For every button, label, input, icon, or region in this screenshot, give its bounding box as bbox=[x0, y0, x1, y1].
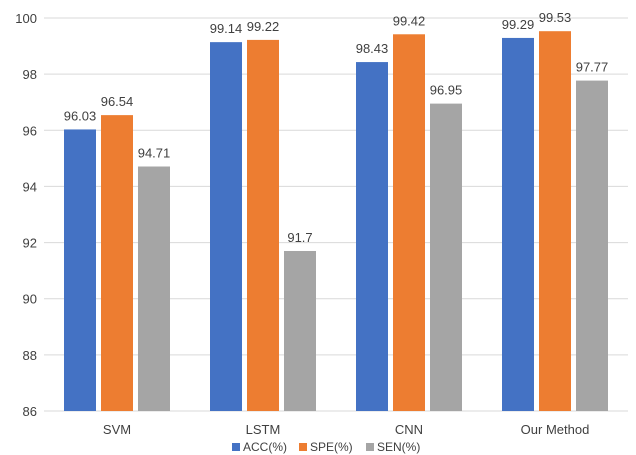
bar-acc bbox=[210, 42, 242, 412]
legend-swatch bbox=[366, 443, 374, 451]
bar-sen bbox=[284, 250, 316, 411]
x-category-label: CNN bbox=[395, 422, 423, 437]
data-label: 96.03 bbox=[64, 108, 97, 123]
legend-item: SPE(%) bbox=[299, 440, 353, 454]
data-label: 99.29 bbox=[502, 17, 535, 32]
bar-sen bbox=[430, 103, 462, 411]
y-tick-label: 90 bbox=[23, 292, 37, 307]
x-category-label: Our Method bbox=[521, 422, 590, 437]
legend: ACC(%) SPE(%) SEN(%) bbox=[232, 440, 420, 454]
x-axis-categories: SVM LSTM CNN Our Method bbox=[103, 422, 589, 437]
y-tick-label: 100 bbox=[15, 11, 37, 26]
data-label: 98.43 bbox=[356, 41, 389, 56]
y-tick-label: 86 bbox=[23, 404, 37, 419]
data-labels: 96.03 96.54 94.71 99.14 99.22 91.7 98.43 99.42 9… bbox=[64, 10, 609, 245]
legend-label: ACC(%) bbox=[243, 440, 287, 454]
y-tick-label: 98 bbox=[23, 67, 37, 82]
bar-sen bbox=[576, 80, 608, 411]
legend-item: SEN(%) bbox=[366, 440, 420, 454]
y-tick-label: 92 bbox=[23, 236, 37, 251]
data-label: 99.42 bbox=[393, 13, 426, 28]
y-axis-ticks: 86 88 90 92 94 96 98 100 bbox=[15, 11, 37, 419]
bar-acc bbox=[356, 62, 388, 411]
bar-spe bbox=[539, 31, 571, 411]
legend-item: ACC(%) bbox=[232, 440, 287, 454]
bar-sen bbox=[138, 166, 170, 411]
x-category-label: LSTM bbox=[246, 422, 281, 437]
legend-label: SEN(%) bbox=[377, 440, 420, 454]
data-label: 94.71 bbox=[138, 145, 171, 160]
data-label: 91.7 bbox=[287, 230, 312, 245]
y-tick-label: 96 bbox=[23, 123, 37, 138]
bar-spe bbox=[101, 115, 133, 412]
legend-label: SPE(%) bbox=[310, 440, 353, 454]
bars bbox=[64, 31, 608, 412]
data-label: 99.14 bbox=[210, 21, 243, 36]
legend-swatch bbox=[299, 443, 307, 451]
bar-acc bbox=[502, 37, 534, 411]
bar-acc bbox=[64, 129, 96, 411]
legend-swatch bbox=[232, 443, 240, 451]
data-label: 99.53 bbox=[539, 10, 572, 25]
data-label: 99.22 bbox=[247, 19, 280, 34]
bar-spe bbox=[247, 39, 279, 411]
data-label: 96.54 bbox=[101, 94, 134, 109]
bar-spe bbox=[393, 34, 425, 411]
x-category-label: SVM bbox=[103, 422, 131, 437]
data-label: 97.77 bbox=[576, 60, 609, 75]
y-tick-label: 94 bbox=[23, 179, 37, 194]
data-label: 96.95 bbox=[430, 83, 463, 98]
y-tick-label: 88 bbox=[23, 348, 37, 363]
